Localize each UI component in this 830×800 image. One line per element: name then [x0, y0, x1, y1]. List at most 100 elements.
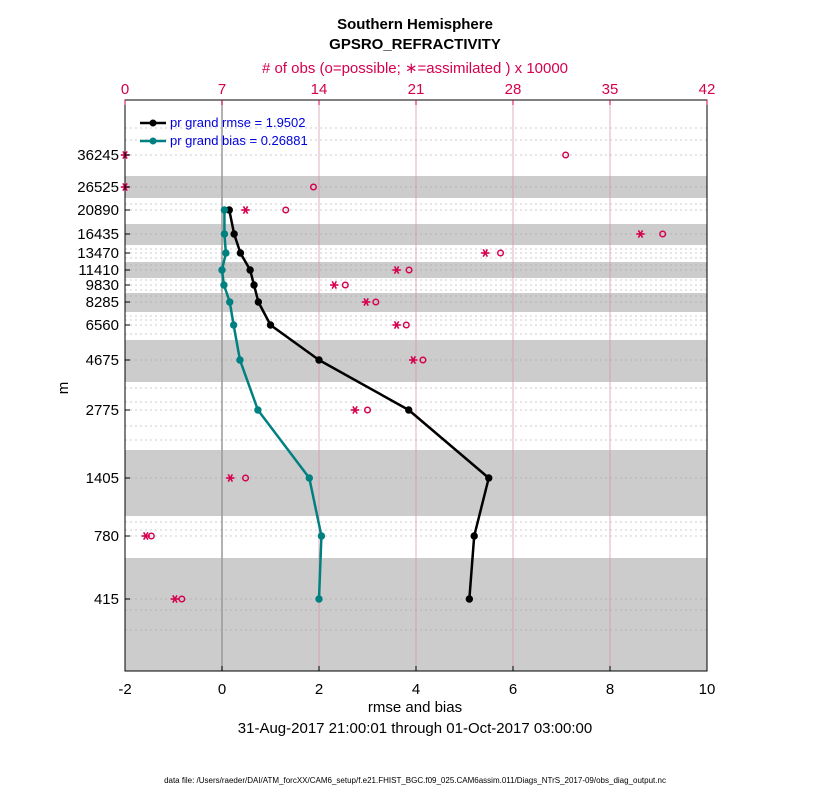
axis-ticks: -2 0 2 4 6 8 10 0 7 14 21 28 35 42 36245 26525 20890 1643… [77, 81, 715, 698]
bias-point-6560 [229, 321, 238, 329]
y-tick-label-4675: 4675 [86, 352, 119, 369]
rmse-point-9830 [250, 281, 258, 289]
obs-assimilated-8285 [361, 297, 371, 307]
star-stroke-2 [482, 248, 489, 258]
bias-point-11410 [218, 266, 226, 274]
y-tick-label-6560: 6560 [86, 317, 119, 334]
obs-possible-2775 [363, 406, 372, 414]
obs-possible-11410 [405, 266, 413, 274]
obs-assimilated-415 [170, 594, 180, 604]
obs-assimilated-780 [141, 531, 150, 541]
obs-possible-13470 [496, 249, 505, 257]
obs-possible-36245 [562, 151, 570, 159]
top-tick-label-35: 35 [602, 81, 619, 98]
x-axis-label: rmse and bias [368, 699, 462, 716]
legend-rmse-marker [149, 119, 157, 127]
top-tick-label-0: 0 [121, 81, 129, 98]
y-tick-label-20890: 20890 [77, 202, 119, 219]
data-series [218, 206, 493, 603]
footer-data-file: data file: /Users/raeder/DAI/ATM_forcXX/… [164, 776, 666, 785]
rmse-point-780 [470, 532, 478, 540]
rmse-point-13470 [236, 249, 245, 257]
obs-assimilated-6560 [392, 320, 401, 330]
star-stroke-2 [172, 594, 178, 604]
y-tick-label-8285: 8285 [86, 294, 119, 311]
bias-point-9830 [220, 281, 228, 289]
x-tick-label-8: 8 [606, 681, 614, 698]
y-axis-label: m [55, 382, 72, 395]
rmse-point-16435 [230, 230, 238, 238]
star-stroke-2 [331, 280, 338, 290]
star-stroke-2 [227, 473, 234, 483]
star-stroke-2 [142, 531, 149, 541]
bias-point-780 [317, 532, 326, 540]
obs-assimilated-1405 [226, 473, 235, 483]
obs-assimilated-16435 [636, 229, 645, 239]
rmse-point-4675 [315, 356, 323, 364]
obs-possible-8285 [372, 298, 380, 306]
star-stroke-2 [393, 320, 400, 330]
y-tick-label-13470: 13470 [77, 245, 119, 262]
rmse-point-415 [465, 595, 474, 603]
obs-possible-26525 [309, 183, 318, 191]
y-tick-label-11410: 11410 [78, 262, 119, 279]
bias-point-20890 [220, 206, 229, 214]
y-tick-label-16435: 16435 [77, 226, 119, 243]
legend-bias-label: pr grand bias = 0.26881 [170, 133, 308, 148]
bias-point-16435 [220, 230, 229, 238]
date-range: 31-Aug-2017 21:00:01 through 01-Oct-2017… [238, 720, 592, 737]
obs-assimilated-4675 [409, 355, 418, 365]
obs-possible-16435 [659, 230, 667, 238]
obs-assimilated-20890 [241, 205, 250, 215]
obs-assimilated-2775 [350, 405, 360, 415]
rmse-point-6560 [266, 321, 275, 329]
chart-subtitle: GPSRO_REFRACTIVITY [329, 36, 501, 53]
x-tick-label-4: 4 [412, 681, 420, 698]
obs-possible-6560 [402, 321, 410, 329]
star-stroke-2 [352, 405, 358, 415]
star-stroke-2 [410, 355, 417, 365]
star-stroke-2 [242, 205, 249, 215]
bias-point-1405 [305, 474, 313, 482]
y-tick-label-415: 415 [94, 591, 119, 608]
obs-assimilated-11410 [392, 265, 401, 275]
y-tick-label-780: 780 [94, 528, 119, 545]
bias-point-2775 [254, 406, 262, 414]
y-tick-label-9830: 9830 [86, 277, 119, 294]
x-tick-label-6: 6 [509, 681, 517, 698]
bias-point-415 [315, 595, 323, 603]
y-tick-label-1405: 1405 [86, 470, 119, 487]
obs-possible-4675 [419, 356, 427, 364]
obs-possible-1405 [242, 474, 250, 482]
x-tick-label-10: 10 [699, 681, 716, 698]
top-tick-label-21: 21 [408, 81, 425, 98]
rmse-point-11410 [246, 266, 254, 274]
obs-assimilated-13470 [481, 248, 490, 258]
top-tick-label-28: 28 [505, 81, 522, 98]
star-stroke-2 [393, 265, 400, 275]
legend-bias-marker [149, 137, 157, 145]
top-tick-label-14: 14 [311, 81, 328, 98]
obs-possible-20890 [282, 206, 290, 214]
x-tick-label--2: -2 [118, 681, 131, 698]
x-tick-label-2: 2 [315, 681, 323, 698]
bias-point-13470 [222, 249, 230, 257]
legend-rmse-label: pr grand rmse = 1.9502 [170, 115, 306, 130]
star-stroke-2 [637, 229, 644, 239]
star-stroke-2 [363, 297, 369, 307]
top-tick-label-7: 7 [218, 81, 226, 98]
bias-point-4675 [236, 356, 244, 364]
top-tick-label-42: 42 [699, 81, 716, 98]
legend: pr grand rmse = 1.9502 pr grand bias = 0… [140, 115, 308, 148]
rmse-point-1405 [485, 474, 493, 482]
rmse-point-8285 [254, 298, 263, 306]
top-axis-label: # of obs (o=possible; ∗=assimilated ) x … [262, 60, 568, 77]
chart-title: Southern Hemisphere [337, 16, 493, 33]
x-tick-label-0: 0 [218, 681, 226, 698]
rmse-point-2775 [405, 406, 413, 414]
obs-assimilated-9830 [330, 280, 339, 290]
y-tick-label-36245: 36245 [77, 147, 119, 164]
y-tick-label-2775: 2775 [86, 402, 119, 419]
y-tick-label-26525: 26525 [77, 179, 119, 196]
